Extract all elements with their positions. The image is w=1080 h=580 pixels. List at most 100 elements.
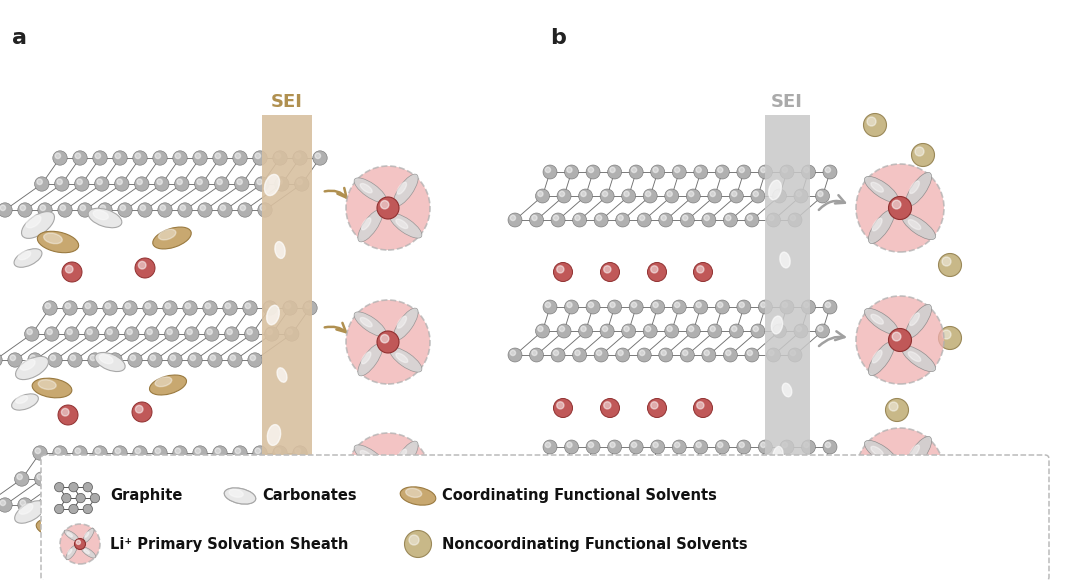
Circle shape — [152, 151, 167, 165]
Circle shape — [275, 448, 281, 454]
Circle shape — [639, 350, 645, 356]
Circle shape — [60, 500, 66, 506]
Circle shape — [815, 324, 829, 338]
Circle shape — [120, 205, 125, 211]
Circle shape — [630, 440, 644, 454]
Circle shape — [220, 205, 226, 211]
Circle shape — [551, 348, 565, 362]
Ellipse shape — [99, 354, 113, 364]
Ellipse shape — [906, 304, 932, 338]
Circle shape — [531, 490, 537, 495]
Circle shape — [557, 464, 571, 478]
Circle shape — [567, 302, 572, 307]
Ellipse shape — [873, 218, 882, 231]
Circle shape — [21, 500, 26, 506]
Circle shape — [265, 327, 279, 341]
Circle shape — [753, 326, 758, 332]
Circle shape — [187, 329, 192, 335]
Circle shape — [747, 490, 753, 495]
Circle shape — [575, 490, 580, 495]
Ellipse shape — [278, 368, 287, 382]
Circle shape — [156, 448, 161, 454]
Circle shape — [253, 446, 267, 460]
Circle shape — [644, 324, 658, 338]
Ellipse shape — [909, 445, 919, 458]
Circle shape — [889, 328, 912, 351]
Circle shape — [886, 398, 908, 422]
Ellipse shape — [396, 219, 408, 229]
Ellipse shape — [362, 218, 370, 230]
Circle shape — [818, 466, 823, 472]
Circle shape — [650, 165, 664, 179]
Circle shape — [87, 353, 103, 367]
Circle shape — [618, 215, 623, 220]
Ellipse shape — [38, 380, 56, 389]
Circle shape — [130, 355, 136, 361]
Ellipse shape — [357, 344, 382, 376]
Ellipse shape — [66, 545, 77, 560]
Circle shape — [295, 153, 300, 158]
Circle shape — [78, 203, 92, 217]
Circle shape — [794, 324, 808, 338]
Circle shape — [83, 301, 97, 315]
Circle shape — [589, 302, 594, 307]
Ellipse shape — [81, 547, 96, 558]
Circle shape — [217, 179, 222, 184]
Circle shape — [604, 266, 611, 273]
Circle shape — [177, 179, 183, 184]
Circle shape — [939, 327, 961, 350]
Circle shape — [40, 205, 45, 211]
Ellipse shape — [156, 377, 172, 387]
Circle shape — [17, 474, 23, 480]
Circle shape — [650, 440, 664, 454]
Ellipse shape — [26, 215, 41, 228]
Circle shape — [801, 440, 815, 454]
Circle shape — [195, 153, 201, 158]
Circle shape — [46, 329, 52, 335]
Circle shape — [815, 189, 829, 203]
Circle shape — [889, 461, 912, 484]
Circle shape — [171, 355, 176, 361]
Circle shape — [646, 191, 651, 197]
Circle shape — [794, 464, 808, 478]
Ellipse shape — [864, 309, 899, 334]
Circle shape — [737, 440, 751, 454]
Circle shape — [28, 353, 42, 367]
Circle shape — [683, 350, 688, 356]
Circle shape — [234, 472, 249, 486]
Ellipse shape — [159, 229, 176, 240]
Circle shape — [306, 303, 311, 309]
Circle shape — [565, 440, 579, 454]
Circle shape — [238, 498, 253, 512]
Circle shape — [43, 301, 57, 315]
Circle shape — [167, 329, 173, 335]
Circle shape — [405, 531, 432, 557]
Ellipse shape — [15, 396, 28, 404]
Circle shape — [225, 303, 230, 309]
Circle shape — [273, 446, 287, 460]
Circle shape — [297, 179, 302, 184]
Circle shape — [255, 153, 260, 158]
Circle shape — [173, 446, 187, 460]
Circle shape — [616, 488, 630, 502]
Circle shape — [97, 179, 103, 184]
Circle shape — [110, 355, 116, 361]
Circle shape — [380, 335, 389, 343]
Circle shape — [133, 151, 147, 165]
Circle shape — [672, 440, 686, 454]
Circle shape — [215, 153, 220, 158]
Circle shape — [215, 177, 229, 191]
Circle shape — [135, 448, 140, 454]
Circle shape — [85, 303, 91, 309]
Circle shape — [273, 151, 287, 165]
Circle shape — [581, 191, 586, 197]
Ellipse shape — [362, 485, 370, 497]
Ellipse shape — [67, 532, 72, 537]
Ellipse shape — [22, 212, 54, 238]
Circle shape — [152, 446, 167, 460]
Ellipse shape — [32, 378, 72, 398]
Circle shape — [53, 151, 67, 165]
Circle shape — [235, 153, 241, 158]
Circle shape — [579, 324, 593, 338]
Circle shape — [745, 213, 759, 227]
